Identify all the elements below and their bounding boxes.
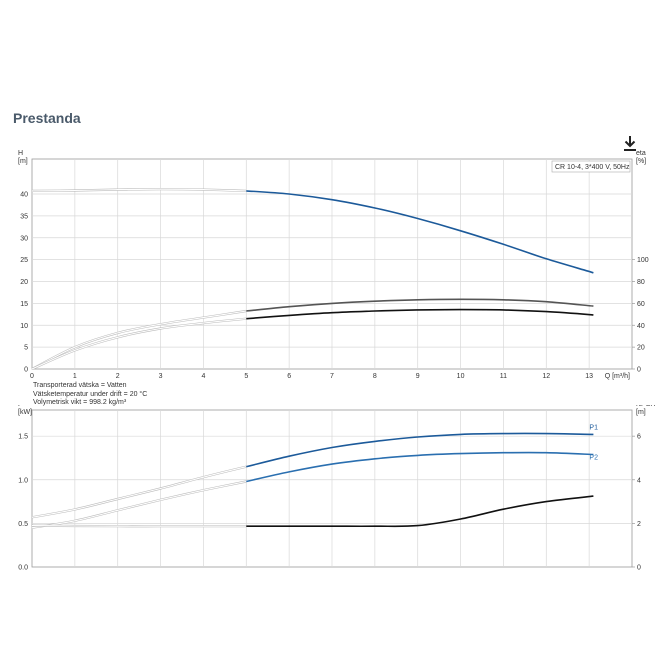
series-line (246, 495, 594, 528)
x-tick-label: 11 (500, 373, 507, 380)
y-left-tick-label: 35 (20, 213, 28, 220)
series-extrapolated-inner (31, 466, 247, 518)
x-tick-label: 10 (457, 373, 465, 380)
x-tick-label: 3 (159, 373, 163, 380)
series-extrapolated-outline (31, 309, 247, 370)
y-left-tick-label: 30 (20, 235, 28, 242)
y-right-axis-unit: [m] (636, 409, 646, 416)
series-line (246, 308, 594, 320)
x-tick-label: 12 (542, 373, 550, 380)
series-line (246, 432, 594, 468)
x-tick-label: 9 (416, 373, 420, 380)
series-extrapolated-inner (31, 480, 247, 529)
x-axis-label: Q [m³/h] (605, 373, 630, 380)
y-left-tick-label: 1.0 (18, 477, 28, 484)
y-right-axis-symbol: eta (636, 150, 646, 157)
series-line (246, 298, 594, 312)
y-right-tick-label: 6 (637, 434, 641, 441)
y-left-axis-symbol: H (18, 150, 23, 157)
y-right-tick-label: 40 (637, 323, 645, 330)
y-left-tick-label: 25 (20, 257, 28, 264)
fluid-info-line-3: Volymetrisk vikt = 998.2 kg/m³ (33, 399, 127, 406)
pump-legend-text: CR 10-4, 3*400 V, 50Hz (555, 164, 630, 171)
x-tick-label: 13 (585, 373, 593, 380)
y-left-axis-unit: [kW] (18, 409, 32, 416)
y-left-tick-label: 0.0 (18, 565, 28, 572)
y-left-tick-label: 20 (20, 279, 28, 286)
performance-chart-h-eta: 0 1 2 3 4 5 6 7 8 9 10 11 12 130510152025303540020406… (18, 150, 649, 380)
y-right-tick-label: 20 (637, 345, 645, 352)
y-right-tick-label: 80 (637, 279, 645, 286)
y-right-axis-unit: [%] (636, 158, 646, 165)
fluid-info-line-1: Transporterad vätska = Vatten (33, 382, 127, 389)
y-right-tick-label: 0 (637, 367, 641, 374)
x-tick-label: 4 (201, 373, 205, 380)
y-left-tick-label: 0.5 (18, 521, 28, 528)
y-right-tick-label: 4 (637, 477, 641, 484)
x-tick-label: 7 (330, 373, 334, 380)
x-tick-label: 1 (73, 373, 77, 380)
x-tick-label: 8 (373, 373, 377, 380)
x-tick-label: 0 (30, 373, 34, 380)
x-tick-label: 6 (287, 373, 291, 380)
y-left-tick-label: 15 (20, 301, 28, 308)
series-line (246, 190, 594, 274)
series-extrapolated-inner (31, 318, 247, 370)
download-icon[interactable] (622, 135, 638, 153)
series-extrapolated-inner (31, 188, 247, 192)
x-tick-label: 5 (244, 373, 248, 380)
y-left-tick-label: 0 (24, 367, 28, 374)
y-right-tick-label: 0 (637, 565, 641, 572)
series-extrapolated-inner (31, 310, 247, 370)
y-left-tick-label: 1.5 (18, 434, 28, 441)
y-right-tick-label: 2 (637, 521, 641, 528)
y-left-tick-label: 40 (20, 192, 28, 199)
series-line (246, 451, 594, 483)
series-label: P2 (589, 454, 598, 461)
performance-chart-p-npsh: 0.0 0.5 1.0 1.5 0 2 4 6 P[kW] NPSH[m] P1 P2 (18, 405, 655, 572)
y-right-tick-label: 60 (637, 301, 645, 308)
fluid-info: Transporterad vätska = Vatten Vätsketemp… (33, 382, 147, 408)
series-label: P1 (589, 424, 598, 431)
series-extrapolated-inner (31, 525, 247, 527)
y-right-axis-symbol: NPSH (636, 405, 655, 408)
y-left-axis-symbol: P (18, 405, 23, 408)
x-tick-label: 2 (116, 373, 120, 380)
pump-legend-box (551, 160, 631, 173)
y-left-tick-label: 5 (24, 345, 28, 352)
section-title: Prestanda (13, 110, 81, 126)
y-left-axis-unit: [m] (18, 158, 28, 165)
series-extrapolated-outline (31, 317, 247, 371)
y-left-tick-label: 10 (20, 323, 28, 330)
y-right-tick-label: 100 (637, 257, 649, 264)
fluid-info-line-2: Vätsketemperatur under drift = 20 °C (33, 390, 148, 398)
